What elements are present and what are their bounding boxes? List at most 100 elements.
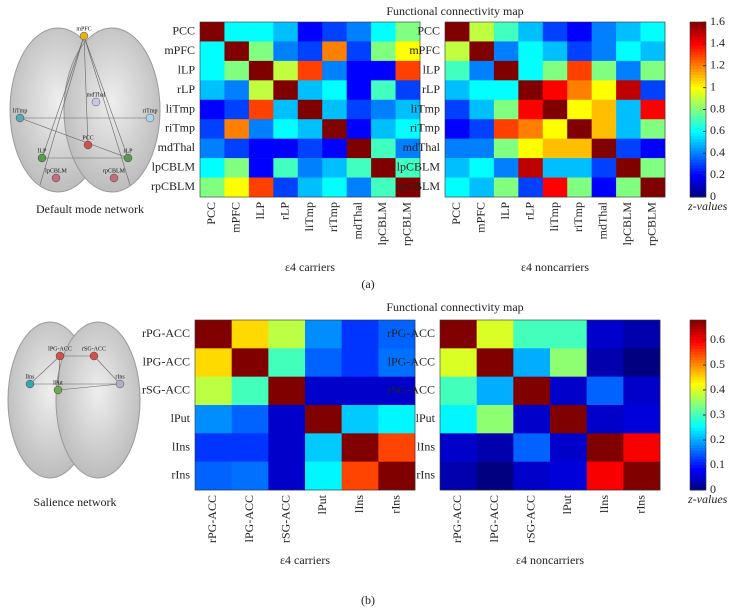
colorbar-tick-label: 1	[710, 79, 716, 93]
heatmap-cell	[268, 433, 306, 462]
colorbar-segment	[690, 164, 706, 169]
heatmap-cell	[395, 22, 421, 42]
heatmap-cell	[248, 41, 274, 62]
row-label: rpCBLM	[151, 179, 195, 193]
heatmap-cell	[518, 99, 544, 120]
colorbar-segment	[690, 407, 706, 412]
heatmap-frame	[199, 21, 421, 198]
heatmap-cell	[341, 433, 379, 462]
heatmap-cell	[371, 99, 396, 120]
column-label: rPG-ACC	[205, 495, 219, 543]
heatmap-cell	[297, 22, 323, 42]
heatmap-cell	[200, 41, 225, 62]
brain-dmn	[9, 27, 161, 193]
heatmap-cell	[493, 158, 519, 178]
heatmap-cell	[586, 320, 624, 349]
heatmap-cell	[395, 177, 421, 198]
heatmap-cell	[297, 80, 323, 101]
colorbar-segment	[690, 365, 706, 369]
colorbar-segment	[690, 413, 706, 417]
heatmap-cell	[395, 99, 421, 120]
colorbar-segment	[690, 424, 706, 429]
heatmap-cell	[273, 99, 299, 120]
heatmap-cell	[195, 405, 232, 434]
heatmap-cell	[616, 177, 641, 198]
heatmap-cell	[322, 158, 347, 178]
colorbar-segment	[690, 385, 706, 389]
row-label: lIns	[172, 439, 190, 453]
heatmap-cell	[322, 99, 347, 120]
heatmap-cell	[640, 41, 666, 62]
column-label: rSG-ACC	[278, 495, 292, 543]
colorbar-segment	[690, 127, 706, 131]
heatmap-cell	[567, 80, 592, 101]
heatmap-cell	[623, 405, 661, 434]
heatmap-cell	[542, 177, 568, 198]
heatmap-cell	[195, 320, 232, 349]
heatmap-cell	[305, 461, 342, 491]
colorbar-segment	[690, 419, 706, 423]
heatmap-cell	[445, 80, 470, 101]
colorbar-segment	[690, 371, 706, 375]
colorbar-segment	[690, 83, 706, 87]
heatmap-cell	[493, 60, 519, 81]
column-label: mPFC	[228, 202, 242, 233]
heatmap-cell	[305, 376, 342, 406]
colorbar-segment	[690, 36, 706, 40]
colorbar-segment	[690, 77, 706, 81]
heatmap-cell	[200, 22, 225, 42]
colorbar-segment	[690, 100, 706, 105]
heatmap-cell	[640, 177, 666, 198]
heatmap-cell	[268, 376, 306, 406]
heatmap-cell	[346, 60, 372, 81]
heatmap-cell	[476, 433, 514, 462]
heatmap-cell	[248, 80, 274, 101]
heatmap-cell	[305, 320, 342, 349]
heatmap-cell	[550, 320, 587, 349]
heatmap-cell	[371, 138, 396, 159]
heatmap-cell	[440, 348, 477, 377]
colorbar-segment	[690, 430, 706, 434]
heatmap-cell	[591, 158, 617, 178]
heatmap-cell	[200, 138, 225, 159]
heatmap-cell	[322, 80, 347, 101]
heatmap-cell	[445, 158, 470, 178]
node-label: riTmp	[143, 108, 158, 114]
heatmap-cell	[297, 60, 323, 81]
colorbar-segment	[690, 176, 706, 180]
colorbar-segment	[690, 194, 706, 198]
colorbar-segment	[690, 339, 706, 344]
colorbar-segment	[690, 150, 706, 154]
colorbar-segment	[690, 138, 706, 143]
colorbar-segment	[690, 481, 706, 485]
colorbar-segment	[690, 458, 706, 463]
colorbar-segment	[690, 427, 706, 431]
heatmap-cell	[322, 41, 347, 62]
colorbar-segment	[690, 159, 706, 163]
heatmap-cell	[231, 405, 269, 434]
colorbar-segment	[690, 27, 706, 32]
colorbar-tick-label: 0.4	[710, 145, 725, 159]
row-label: lLP	[178, 62, 196, 76]
heatmap-cell	[550, 461, 587, 491]
heatmap-cell	[371, 80, 396, 101]
heatmap-cell	[513, 348, 551, 377]
row-label: rSG-ACC	[142, 383, 190, 397]
column-label: rpCBLM	[645, 202, 659, 246]
colorbar-tick-label: 0.4	[710, 382, 725, 396]
colorbar-segment	[690, 59, 706, 64]
heatmap-cell	[640, 22, 666, 42]
heatmap-cell	[476, 461, 514, 491]
colorbar-segment	[690, 156, 706, 160]
heatmap-cell	[623, 461, 661, 491]
heatmap-cell	[493, 80, 519, 101]
heatmap-cell	[567, 119, 592, 139]
heatmap-cell	[305, 348, 342, 377]
panel-title: Functional connectivity map	[386, 300, 523, 314]
colorbar-segment	[690, 33, 706, 38]
colorbar-segment	[690, 173, 706, 178]
colorbar-segment	[690, 373, 706, 378]
colorbar-segment	[690, 461, 706, 465]
heatmap-cell	[591, 80, 617, 101]
heatmap-cell	[346, 41, 372, 62]
